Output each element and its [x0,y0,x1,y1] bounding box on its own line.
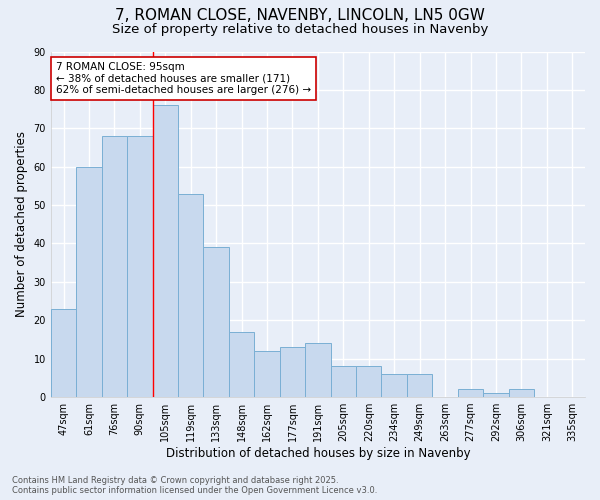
Bar [101,136,127,397]
Bar [51,309,76,397]
Bar [152,106,178,397]
Bar [229,332,254,397]
Bar [331,366,356,397]
Text: Contains HM Land Registry data © Crown copyright and database right 2025.
Contai: Contains HM Land Registry data © Crown c… [12,476,377,495]
Bar [483,393,509,397]
X-axis label: Distribution of detached houses by size in Navenby: Distribution of detached houses by size … [166,447,470,460]
Bar [356,366,382,397]
Text: 7 ROMAN CLOSE: 95sqm
← 38% of detached houses are smaller (171)
62% of semi-deta: 7 ROMAN CLOSE: 95sqm ← 38% of detached h… [56,62,311,95]
Bar [305,344,331,397]
Bar [203,248,229,397]
Bar [280,347,305,397]
Bar [509,390,534,397]
Bar [178,194,203,397]
Bar [458,390,483,397]
Bar [382,374,407,397]
Y-axis label: Number of detached properties: Number of detached properties [15,132,28,318]
Bar [127,136,152,397]
Bar [407,374,433,397]
Bar [76,166,101,397]
Text: Size of property relative to detached houses in Navenby: Size of property relative to detached ho… [112,22,488,36]
Bar [254,351,280,397]
Text: 7, ROMAN CLOSE, NAVENBY, LINCOLN, LN5 0GW: 7, ROMAN CLOSE, NAVENBY, LINCOLN, LN5 0G… [115,8,485,22]
